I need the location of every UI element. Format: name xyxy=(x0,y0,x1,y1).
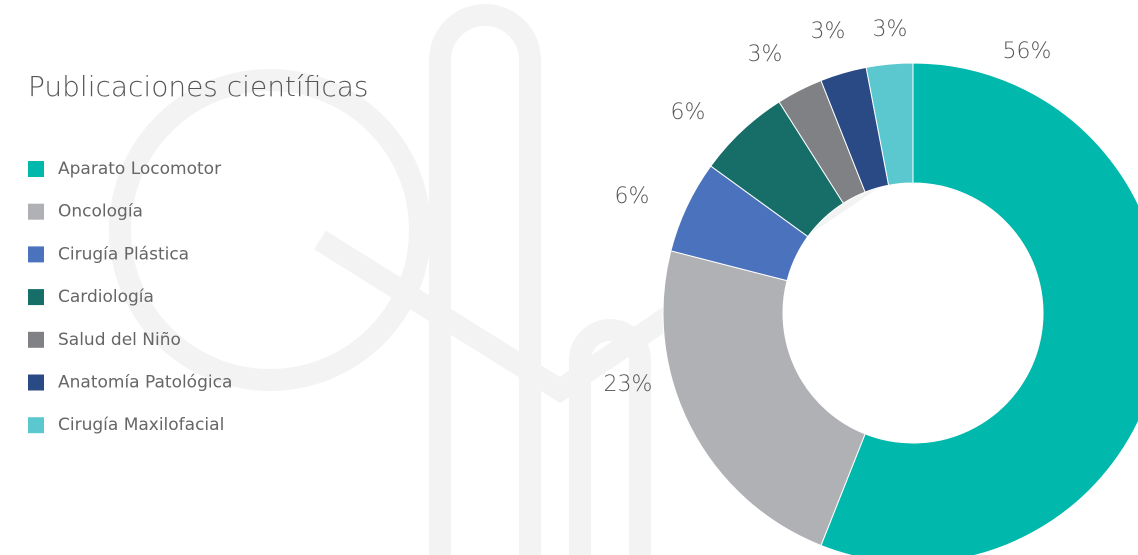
legend-label: Cardiología xyxy=(58,287,154,307)
data-label: 3% xyxy=(811,19,846,44)
legend-label: Oncología xyxy=(58,202,143,222)
donut: 56% 23% 6% 6% 3% 3% 3% xyxy=(604,17,1138,555)
legend-swatch xyxy=(28,203,44,220)
data-label: 56% xyxy=(1003,39,1052,64)
data-label: 3% xyxy=(748,42,783,67)
donut-slice xyxy=(865,62,914,186)
legend-swatch xyxy=(28,331,44,348)
legend-swatch xyxy=(28,161,44,177)
legend: Aparato Locomotor Oncología Cirugía Plásti… xyxy=(28,159,232,435)
legend-label: Anatomía Patológica xyxy=(58,373,232,393)
legend-label: Aparato Locomotor xyxy=(58,159,221,179)
legend-label: Cirugía Plástica xyxy=(58,244,189,264)
legend-swatch xyxy=(28,289,44,306)
data-label: 3% xyxy=(873,17,908,42)
legend-swatch xyxy=(28,246,44,263)
legend-swatch xyxy=(28,417,44,434)
data-label: 6% xyxy=(671,100,706,125)
legend-label: Cirugía Maxilofacial xyxy=(58,415,224,435)
data-label: 6% xyxy=(615,184,650,209)
donut-slice xyxy=(662,250,866,547)
chart-title: Publicaciones científicas xyxy=(28,70,368,103)
data-label: 23% xyxy=(604,372,653,397)
legend-label: Salud del Niño xyxy=(58,330,181,350)
legend-swatch xyxy=(28,374,44,391)
donut-slice xyxy=(820,62,1138,555)
